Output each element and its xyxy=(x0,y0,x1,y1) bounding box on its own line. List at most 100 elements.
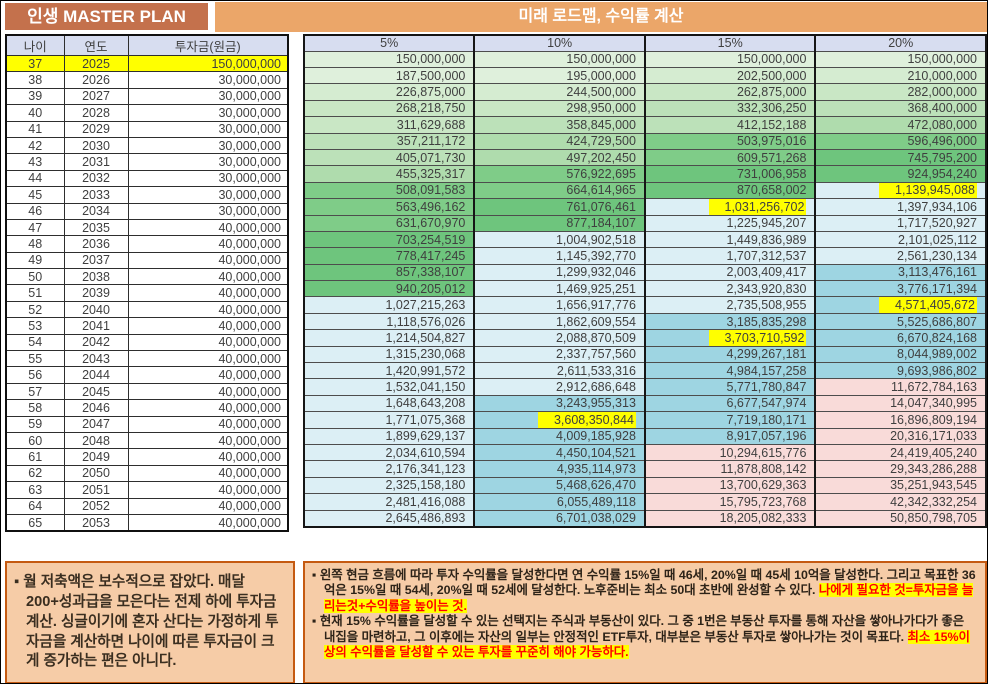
principal-cell[interactable]: 40,000,000 xyxy=(127,481,289,499)
year-cell[interactable]: 2039 xyxy=(63,284,129,302)
projection-cell[interactable]: 2,343,920,830 xyxy=(643,280,817,298)
age-cell[interactable]: 52 xyxy=(5,300,65,319)
projection-cell[interactable]: 187,500,000 xyxy=(302,66,476,85)
projection-cell[interactable]: 1,315,230,068 xyxy=(302,345,476,364)
principal-cell[interactable]: 40,000,000 xyxy=(127,366,289,384)
projection-cell[interactable]: 298,950,000 xyxy=(473,99,646,118)
principal-cell[interactable]: 30,000,000 xyxy=(127,186,289,204)
projection-cell[interactable]: 1,145,392,770 xyxy=(473,247,646,265)
projection-cell[interactable]: 6,701,038,029 xyxy=(473,509,646,528)
projection-cell[interactable]: 940,205,012 xyxy=(302,280,476,298)
principal-cell[interactable]: 30,000,000 xyxy=(127,71,289,89)
age-cell[interactable]: 59 xyxy=(5,415,65,433)
projection-cell[interactable]: 745,795,200 xyxy=(814,148,987,167)
year-cell[interactable]: 2053 xyxy=(63,513,129,532)
projection-cell[interactable]: 35,251,943,545 xyxy=(814,476,987,495)
principal-cell[interactable]: 40,000,000 xyxy=(127,497,289,515)
age-cell[interactable]: 50 xyxy=(5,268,65,286)
year-cell[interactable]: 2052 xyxy=(63,497,129,515)
projection-cell[interactable]: 3,113,476,161 xyxy=(814,263,987,282)
projection-cell[interactable]: 2,337,757,560 xyxy=(473,345,646,364)
projection-cell[interactable]: 14,047,340,995 xyxy=(814,394,987,413)
age-cell[interactable]: 57 xyxy=(5,382,65,401)
principal-cell[interactable]: 150,000,000 xyxy=(127,54,289,73)
projection-cell[interactable]: 870,658,002 xyxy=(643,181,817,200)
projection-cell[interactable]: 497,202,450 xyxy=(473,148,646,167)
projection-cell[interactable]: 1,862,609,554 xyxy=(473,312,646,331)
age-cell[interactable]: 55 xyxy=(5,350,65,368)
projection-cell[interactable]: 472,080,000 xyxy=(814,116,987,134)
projection-cell[interactable]: 1,771,075,368 xyxy=(302,411,476,429)
projection-cell[interactable]: 563,496,162 xyxy=(302,198,476,216)
principal-cell[interactable]: 30,000,000 xyxy=(127,120,289,138)
projection-cell[interactable]: 11,672,784,163 xyxy=(814,378,987,396)
rate-column-header-10pct[interactable]: 10% xyxy=(473,34,646,52)
principal-cell[interactable]: 40,000,000 xyxy=(127,268,289,286)
projection-cell[interactable]: 5,468,626,470 xyxy=(473,476,646,495)
projection-cell[interactable]: 29,343,286,288 xyxy=(814,460,987,478)
projection-cell[interactable]: 3,776,171,394 xyxy=(814,280,987,298)
projection-cell[interactable]: 202,500,000 xyxy=(643,66,817,85)
projection-cell[interactable]: 4,450,104,521 xyxy=(473,443,646,462)
projection-cell[interactable]: 1,118,576,026 xyxy=(302,312,476,331)
rate-column-header-5pct[interactable]: 5% xyxy=(302,34,476,52)
projection-cell[interactable]: 778,417,245 xyxy=(302,247,476,265)
projection-cell[interactable]: 332,306,250 xyxy=(643,99,817,118)
age-cell[interactable]: 56 xyxy=(5,366,65,384)
projection-cell[interactable]: 412,152,188 xyxy=(643,116,817,134)
age-cell[interactable]: 46 xyxy=(5,202,65,220)
projection-cell[interactable]: 9,693,986,802 xyxy=(814,362,987,380)
projection-cell[interactable]: 761,076,461 xyxy=(473,198,646,216)
age-cell[interactable]: 45 xyxy=(5,186,65,204)
year-cell[interactable]: 2030 xyxy=(63,136,129,155)
projection-cell[interactable]: 731,006,958 xyxy=(643,165,817,183)
projection-cell[interactable]: 1,532,041,150 xyxy=(302,378,476,396)
principal-cell[interactable]: 40,000,000 xyxy=(127,235,289,253)
principal-cell[interactable]: 40,000,000 xyxy=(127,513,289,532)
principal-cell[interactable]: 40,000,000 xyxy=(127,350,289,368)
age-cell[interactable]: 41 xyxy=(5,120,65,138)
projection-cell[interactable]: 2,735,508,955 xyxy=(643,296,817,314)
age-cell[interactable]: 58 xyxy=(5,399,65,417)
projection-cell[interactable]: 3,608,350,844 xyxy=(473,411,646,429)
year-cell[interactable]: 2025 xyxy=(63,54,129,73)
projection-cell[interactable]: 10,294,615,776 xyxy=(643,443,817,462)
year-cell[interactable]: 2033 xyxy=(63,186,129,204)
projection-cell[interactable]: 609,571,268 xyxy=(643,148,817,167)
principal-cell[interactable]: 30,000,000 xyxy=(127,153,289,171)
projection-cell[interactable]: 1,031,256,702 xyxy=(643,198,817,216)
projection-cell[interactable]: 1,707,312,537 xyxy=(643,247,817,265)
projection-cell[interactable]: 631,670,970 xyxy=(302,214,476,232)
age-cell[interactable]: 40 xyxy=(5,104,65,122)
principal-cell[interactable]: 40,000,000 xyxy=(127,218,289,237)
age-cell[interactable]: 65 xyxy=(5,513,65,532)
year-cell[interactable]: 2036 xyxy=(63,235,129,253)
projection-cell[interactable]: 24,419,405,240 xyxy=(814,443,987,462)
projection-cell[interactable]: 6,677,547,974 xyxy=(643,394,817,413)
age-cell[interactable]: 39 xyxy=(5,87,65,106)
column-header-1[interactable]: 연도 xyxy=(63,34,129,56)
year-cell[interactable]: 2029 xyxy=(63,120,129,138)
principal-cell[interactable]: 30,000,000 xyxy=(127,87,289,106)
projection-cell[interactable]: 2,611,533,316 xyxy=(473,362,646,380)
age-cell[interactable]: 63 xyxy=(5,481,65,499)
projection-cell[interactable]: 11,878,808,142 xyxy=(643,460,817,478)
projection-cell[interactable]: 5,525,686,807 xyxy=(814,312,987,331)
projection-cell[interactable]: 1,899,629,137 xyxy=(302,427,476,445)
projection-cell[interactable]: 1,139,945,088 xyxy=(814,181,987,200)
projection-cell[interactable]: 455,325,317 xyxy=(302,165,476,183)
principal-cell[interactable]: 40,000,000 xyxy=(127,284,289,302)
year-cell[interactable]: 2044 xyxy=(63,366,129,384)
projection-cell[interactable]: 3,243,955,313 xyxy=(473,394,646,413)
projection-cell[interactable]: 2,034,610,594 xyxy=(302,443,476,462)
projection-cell[interactable]: 405,071,730 xyxy=(302,148,476,167)
year-cell[interactable]: 2051 xyxy=(63,481,129,499)
projection-cell[interactable]: 268,218,750 xyxy=(302,99,476,118)
year-cell[interactable]: 2050 xyxy=(63,464,129,483)
projection-cell[interactable]: 1,656,917,776 xyxy=(473,296,646,314)
projection-cell[interactable]: 1,214,504,827 xyxy=(302,329,476,347)
principal-cell[interactable]: 30,000,000 xyxy=(127,169,289,188)
projection-cell[interactable]: 424,729,500 xyxy=(473,132,646,150)
year-cell[interactable]: 2049 xyxy=(63,448,129,466)
principal-cell[interactable]: 40,000,000 xyxy=(127,317,289,335)
